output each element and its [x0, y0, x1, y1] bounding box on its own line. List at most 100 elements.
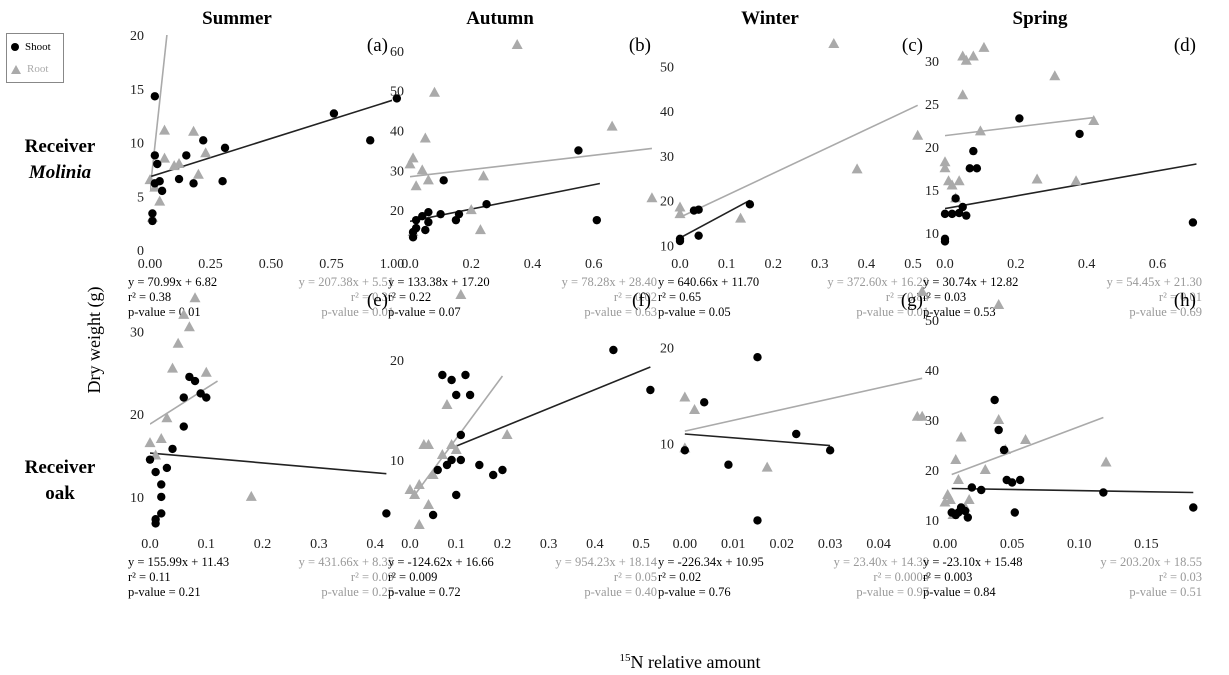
stat-shoot: p-value = 0.07: [388, 305, 461, 319]
y-tick-label: 10: [925, 514, 939, 529]
root-point: [192, 168, 204, 179]
root-point: [188, 125, 200, 136]
root-point: [606, 120, 618, 131]
root-point: [689, 404, 701, 414]
x-tick-label: 0.00: [673, 537, 698, 552]
shoot-point: [424, 207, 433, 217]
shoot-point: [418, 211, 427, 221]
x-tick-label: 0.1: [447, 537, 465, 552]
panel-label: (b): [629, 35, 651, 56]
fit-line-root: [945, 116, 1094, 137]
shoot-point: [694, 205, 703, 214]
x-tick-label: 0.2: [764, 257, 782, 272]
x-tick-label: 0.2: [494, 537, 512, 552]
shoot-point: [646, 385, 655, 395]
shoot-point: [1015, 114, 1024, 123]
shoot-point: [145, 455, 155, 464]
x-tick-label: 0.50: [259, 257, 284, 272]
root-point: [761, 461, 773, 472]
shoot-point: [452, 390, 461, 400]
y-tick-label: 20: [390, 204, 404, 219]
stat-shoot: p-value = 0.01: [128, 305, 201, 319]
fit-line-root: [951, 416, 1104, 476]
x-tick-label: 0.75: [319, 257, 344, 272]
stat-shoot: y = -23.10x + 15.48: [923, 555, 1023, 569]
root-point: [446, 439, 458, 449]
row-label-line1: Receiver: [25, 136, 96, 157]
row-label-line1: Receiver: [25, 457, 96, 478]
shoot-point: [182, 151, 191, 160]
legend-item-shoot: Shoot: [11, 37, 51, 57]
root-point: [955, 431, 967, 442]
shoot-point: [179, 393, 188, 402]
y-tick-label: 30: [660, 150, 674, 165]
stat-shoot: p-value = 0.84: [923, 585, 996, 599]
stat-shoot: p-value = 0.05: [658, 305, 731, 319]
shoot-point: [960, 506, 970, 516]
shoot-point: [947, 209, 957, 219]
x-axis-label-superscript: 15: [620, 652, 632, 664]
x-tick-label: 0.01: [721, 537, 746, 552]
shoot-point: [157, 509, 166, 518]
shoot-point: [456, 430, 466, 440]
stat-root: r² = 0.09: [351, 570, 394, 584]
shoot-point: [999, 445, 1009, 455]
column-title-spring: Spring: [1013, 8, 1068, 29]
legend-label-shoot: Shoot: [25, 41, 51, 53]
fit-line-root: [150, 380, 218, 425]
column-title-autumn: Autumn: [466, 8, 534, 29]
root-point: [441, 399, 453, 409]
shoot-point: [1007, 478, 1017, 487]
stat-root: y = 23.40x + 14.39: [834, 555, 929, 569]
root-point: [407, 152, 419, 163]
shoot-point: [951, 194, 960, 203]
stat-shoot: y = 30.74x + 12.82: [923, 275, 1018, 289]
shoot-point: [574, 146, 583, 155]
y-tick-label: 10: [130, 137, 144, 152]
stat-root: r² = 0.02: [614, 290, 657, 304]
shoot-point: [1010, 508, 1019, 517]
root-point: [429, 86, 440, 97]
stat-root: r² = 0.05: [614, 570, 657, 584]
root-point: [155, 432, 167, 443]
shoot-point: [977, 485, 986, 495]
shoot-point: [454, 209, 464, 219]
x-tick-label: 0.25: [198, 257, 223, 272]
x-tick-label: 0.1: [198, 537, 216, 552]
x-tick-label: 0.4: [366, 537, 384, 552]
stat-root: y = 78.28x + 28.40: [562, 275, 657, 289]
fit-line-root: [684, 377, 923, 432]
shoot-point: [153, 159, 162, 169]
stat-root: p-value = 0.97: [856, 585, 929, 599]
stat-shoot: y = 133.38x + 17.20: [388, 275, 490, 289]
stat-root: p-value = 0.40: [584, 585, 657, 599]
shoot-point: [700, 398, 709, 407]
x-tick-label: 0.15: [1134, 537, 1159, 552]
root-point: [978, 41, 990, 52]
shoot-point: [421, 225, 430, 235]
root-point: [1020, 434, 1032, 444]
fit-line-root: [680, 104, 919, 219]
y-axis-label: Dry weight (g): [84, 287, 105, 394]
stat-root: y = 207.38x + 5.51: [299, 275, 394, 289]
shoot-point: [958, 202, 967, 212]
stat-root: y = 203.20x + 18.55: [1100, 555, 1202, 569]
shoot-point: [428, 510, 438, 520]
panel-label: (e): [367, 290, 388, 311]
shoot-point: [157, 492, 166, 502]
root-point: [159, 124, 171, 135]
root-point: [828, 37, 840, 48]
shoot-point: [411, 223, 421, 233]
panel-b: 20 30 40 50 60 0.0 0.2 0.4 0.6 (b) y = 133.38x + 1…: [388, 35, 658, 319]
x-tick-label: 0.03: [818, 537, 843, 552]
root-point: [912, 129, 924, 140]
root-point: [404, 484, 416, 494]
shoot-point: [438, 370, 447, 380]
shoot-point: [675, 234, 685, 244]
root-point: [422, 499, 434, 509]
shoot-point: [148, 216, 157, 226]
shoot-point: [411, 215, 421, 225]
shoot-point: [366, 136, 375, 145]
